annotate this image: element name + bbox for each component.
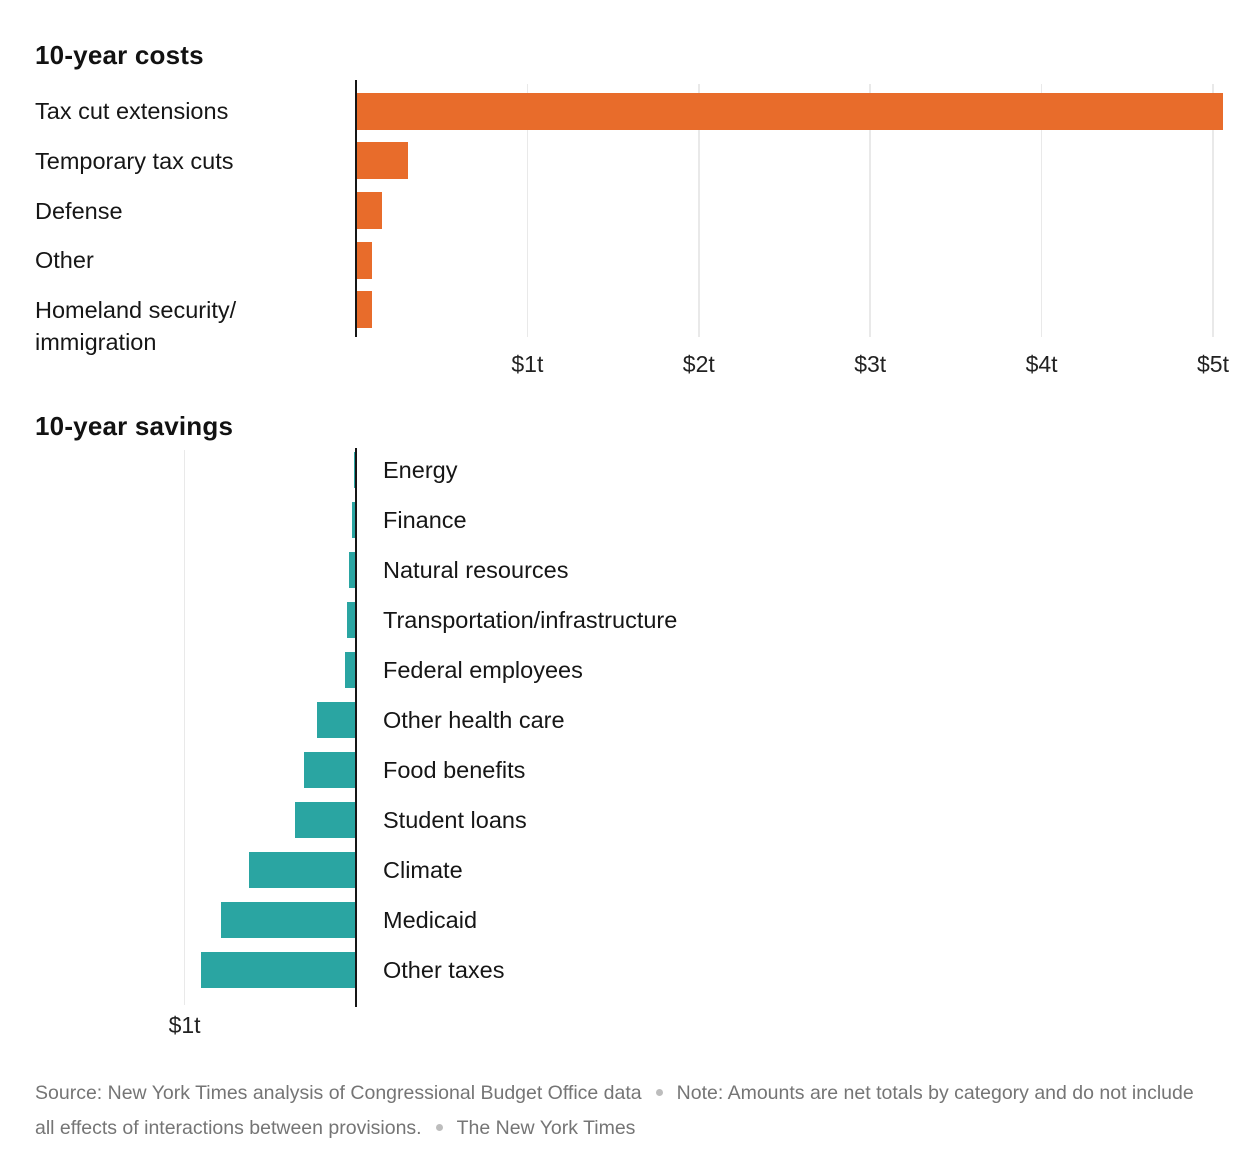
costs-chart-title: 10-year costs [35, 40, 204, 70]
footer-note-text: Note: Amounts are net totals by category… [35, 1082, 1194, 1139]
category-label: Other health care [383, 707, 565, 733]
category-label: Other [35, 247, 94, 274]
gridline [183, 450, 186, 1005]
category-label: Federal employees [383, 657, 583, 683]
tick-label: $1t [168, 1012, 201, 1038]
bar [357, 92, 1223, 130]
tick-label: $1t [511, 351, 544, 377]
category-label: Homeland security/ immigration [35, 296, 237, 355]
axis-line [355, 448, 357, 1007]
bar [221, 902, 355, 938]
bar [351, 502, 355, 538]
bar [357, 291, 372, 329]
footer-separator [435, 1124, 443, 1131]
bar [303, 752, 355, 788]
category-label: Tax cut extensions [35, 98, 229, 125]
savings-chart-title: 10-year savings [35, 411, 234, 441]
category-label: Finance [383, 507, 467, 533]
category-label: Defense [35, 197, 123, 224]
category-label: Climate [383, 857, 463, 883]
gridline [526, 84, 529, 337]
axis-line [355, 80, 357, 337]
footer-source: Source: New York Times analysis of Congr… [35, 1082, 642, 1104]
gridline [1040, 84, 1043, 337]
bar [347, 602, 355, 638]
category-label: Transportation/infrastructure [383, 607, 678, 633]
footer-credit: The New York Times [456, 1117, 636, 1139]
gridline [1212, 84, 1214, 337]
category-label: Temporary tax cuts [35, 147, 234, 174]
category-label: Student loans [383, 807, 527, 833]
bar [200, 952, 355, 988]
tick-label: $4t [1025, 351, 1058, 377]
bar [354, 452, 355, 488]
gridline [869, 84, 871, 337]
footer-separator [655, 1089, 663, 1096]
bar [357, 192, 382, 229]
gridline [698, 84, 700, 337]
tick-label: $5t [1197, 351, 1229, 377]
bar [349, 552, 355, 588]
bar [357, 241, 373, 279]
bar [295, 802, 355, 838]
bar [248, 852, 355, 888]
category-label: Other taxes [383, 957, 505, 983]
bar [357, 142, 409, 180]
category-label: Natural resources [383, 557, 569, 583]
bar [344, 652, 355, 688]
category-label: Food benefits [383, 757, 526, 783]
tick-label: $2t [682, 351, 715, 377]
category-label: Medicaid [383, 907, 478, 933]
category-label: Energy [383, 457, 458, 483]
source-note: Source: New York Times analysis of Congr… [35, 1076, 1211, 1146]
tick-label: $3t [854, 351, 887, 377]
bar [317, 702, 355, 738]
